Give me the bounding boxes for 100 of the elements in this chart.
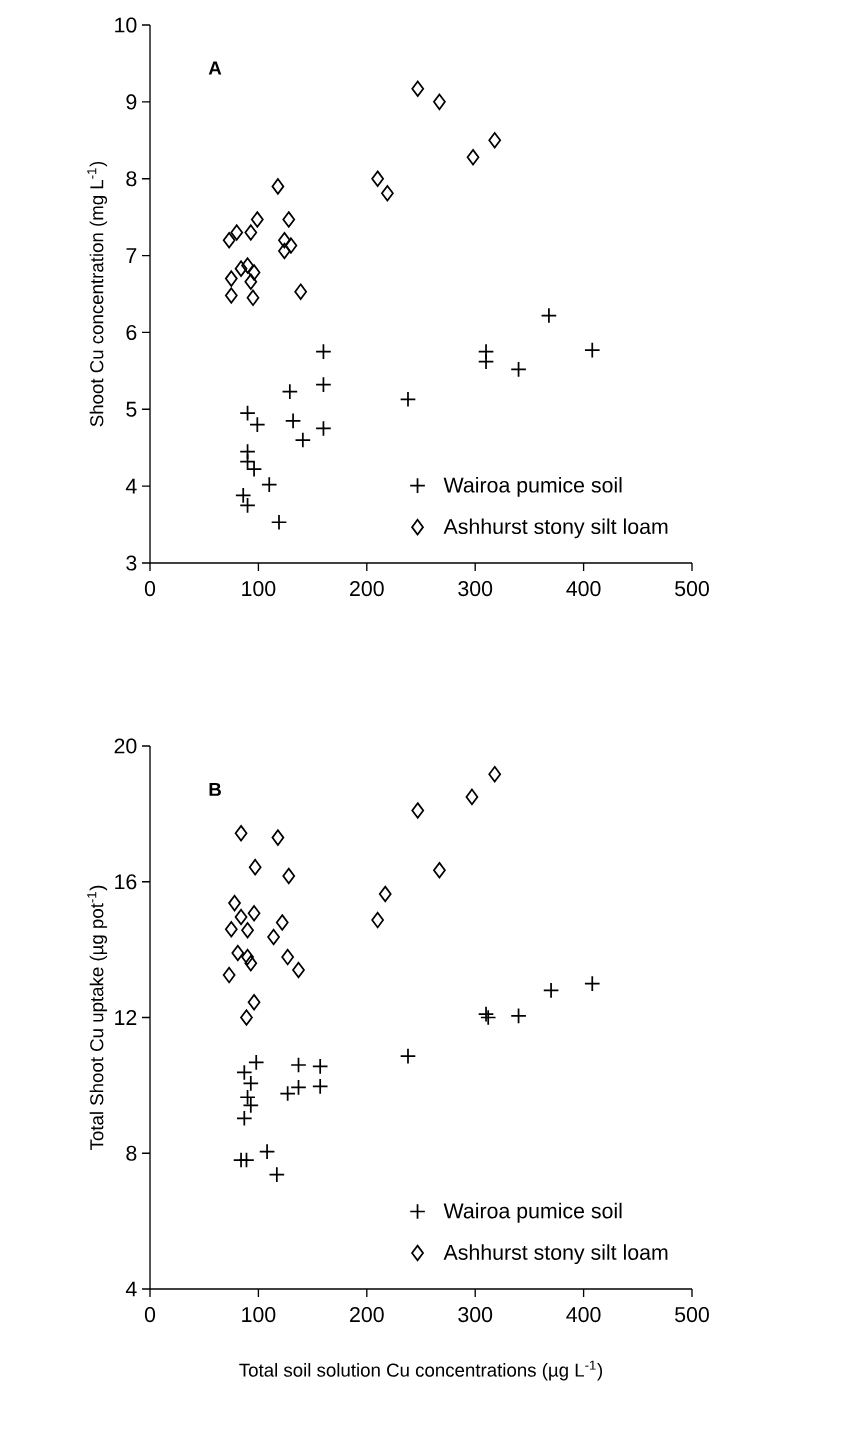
- point: [465, 788, 479, 806]
- point: [488, 765, 502, 783]
- point: [224, 270, 238, 287]
- y-tick-label: 12: [115, 1010, 137, 1025]
- point: [222, 966, 236, 984]
- point: [224, 287, 238, 304]
- x-tick-label: 500: [675, 1307, 709, 1323]
- point: [241, 922, 254, 939]
- point: [477, 1005, 495, 1023]
- y-tick-label: 3: [126, 555, 137, 571]
- x-tick-label: 400: [566, 1307, 601, 1323]
- x-tick-label: 200: [350, 581, 384, 597]
- y-tick-label: 8: [126, 1145, 137, 1161]
- x-tick-label: 300: [458, 1307, 493, 1323]
- point: [480, 1009, 497, 1026]
- point: [433, 862, 446, 879]
- y-tick-label: 6: [126, 324, 137, 340]
- point: [378, 885, 392, 903]
- point: [315, 420, 332, 437]
- y-axis-title: Total Shoot Cu uptake (µg pot$^{-1}$): [87, 885, 108, 1150]
- point: [234, 260, 248, 277]
- x-tick-label: 300: [458, 581, 493, 597]
- point: [248, 1054, 265, 1071]
- x-tick-label: 0: [144, 581, 156, 597]
- x-tick-label: 0: [144, 1307, 156, 1323]
- point: [510, 361, 527, 378]
- point: [258, 1143, 276, 1160]
- point: [267, 928, 280, 946]
- point: [311, 1078, 329, 1095]
- point: [231, 944, 245, 962]
- point: [411, 80, 425, 97]
- point: [244, 954, 258, 972]
- point: [279, 1085, 296, 1102]
- point: [311, 1058, 329, 1075]
- point: [234, 825, 248, 842]
- point: [488, 132, 502, 149]
- point: [271, 178, 285, 195]
- point: [250, 211, 264, 228]
- point: [290, 1079, 307, 1096]
- x-tick-label: 100: [242, 581, 276, 597]
- point: [584, 975, 601, 992]
- x-tick-label: 100: [242, 1307, 276, 1323]
- y-tick-label: 4: [125, 478, 137, 494]
- y-tick-label: 7: [126, 248, 137, 263]
- legend-label: Ashhurst stony silt loam: [443, 518, 668, 539]
- text: A: [208, 61, 222, 75]
- x-tick-label: 500: [675, 581, 709, 597]
- point: [399, 1047, 417, 1065]
- point: [271, 829, 285, 846]
- point: [284, 412, 302, 430]
- point: [433, 93, 446, 111]
- point: [371, 911, 385, 929]
- point: [510, 1007, 527, 1024]
- point: [294, 283, 308, 300]
- point: [281, 383, 299, 400]
- point: [292, 961, 305, 979]
- point: [239, 1089, 256, 1106]
- point: [228, 894, 241, 912]
- point: [248, 858, 262, 876]
- point: [275, 914, 289, 931]
- y-tick-label: 5: [126, 401, 137, 417]
- point: [381, 185, 394, 202]
- point: [294, 431, 312, 449]
- point: [246, 289, 260, 307]
- point: [290, 1056, 307, 1074]
- point: [281, 948, 295, 966]
- legend-label: Wairoa pumice soil: [443, 1202, 622, 1223]
- y-tick-label: 20: [114, 738, 137, 754]
- point: [244, 273, 258, 290]
- point: [411, 802, 425, 819]
- legend-label: Ashhurst stony silt loam: [443, 1244, 668, 1265]
- point: [542, 982, 560, 999]
- point: [540, 307, 558, 324]
- point: [224, 921, 238, 938]
- point: [247, 905, 261, 922]
- point: [284, 237, 298, 254]
- point: [240, 1009, 253, 1026]
- point: [268, 1166, 286, 1183]
- point: [282, 867, 296, 885]
- point: [239, 404, 256, 422]
- point: [477, 353, 495, 370]
- y-tick-label: 9: [126, 94, 137, 110]
- point: [238, 1151, 255, 1169]
- x-axis-title: Total soil solution Cu concentrations (µg L$^{-1}$): [239, 1360, 603, 1381]
- point: [315, 376, 332, 393]
- point: [241, 948, 254, 966]
- point: [584, 341, 601, 359]
- y-tick-label: 16: [115, 874, 137, 890]
- point: [282, 211, 296, 228]
- point: [242, 1097, 260, 1114]
- y-tick-label: 10: [115, 17, 137, 33]
- y-tick-label: 4: [125, 1281, 137, 1297]
- point: [278, 231, 291, 249]
- point: [399, 391, 417, 408]
- point: [466, 148, 480, 166]
- point: [249, 416, 266, 433]
- point: [230, 224, 244, 241]
- point: [261, 476, 278, 493]
- point: [315, 343, 332, 360]
- y-tick-label: 8: [126, 171, 137, 187]
